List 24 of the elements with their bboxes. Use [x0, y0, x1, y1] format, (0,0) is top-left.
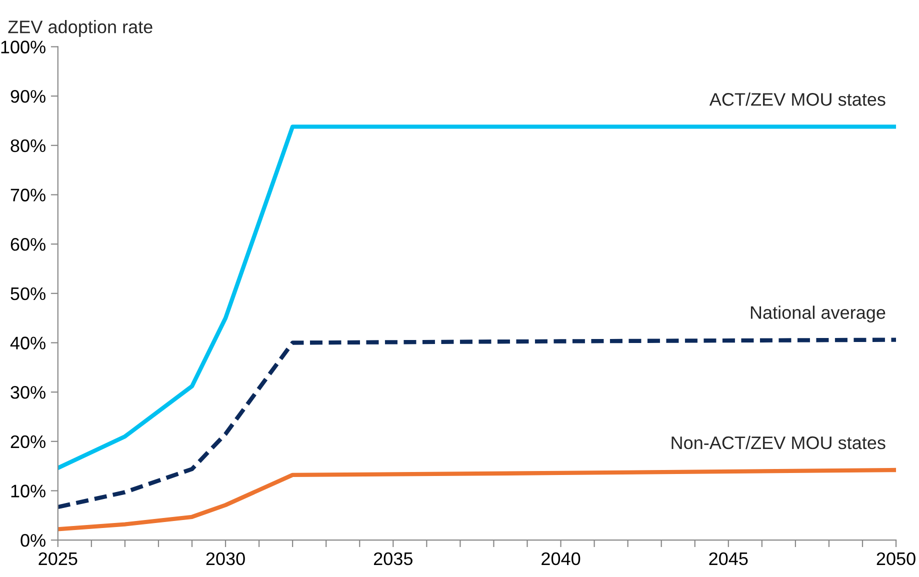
y-tick-label: 40%: [10, 336, 46, 350]
x-tick-label: 2025: [38, 552, 78, 566]
x-tick-label: 2045: [709, 552, 748, 566]
y-tick-label: 70%: [10, 188, 46, 202]
series-label: ACT/ZEV MOU states: [709, 92, 886, 106]
x-tick-label: 2040: [542, 552, 580, 566]
y-tick-label: 50%: [10, 287, 46, 300]
y-axis-title: ZEV adoption rate: [8, 20, 152, 37]
line-series: [58, 338, 896, 510]
y-tick-label: 100%: [1, 40, 46, 54]
y-tick-label: 30%: [10, 386, 46, 399]
y-tick-label: 0%: [20, 534, 46, 547]
series-label: Non-ACT/ZEV MOU states: [672, 436, 886, 450]
y-tick-label: 80%: [10, 139, 46, 152]
line-series: [58, 468, 896, 532]
y-tick-label: 90%: [10, 90, 46, 103]
series-label: National average: [750, 306, 886, 323]
y-tick-label: 20%: [10, 435, 46, 448]
x-tick-label: 2030: [206, 552, 245, 566]
y-tick-label: 10%: [11, 484, 46, 498]
line-series: [58, 124, 896, 470]
x-tick-label: 2035: [374, 552, 412, 566]
y-tick-label: 60%: [10, 238, 46, 251]
x-tick-label: 2050: [876, 552, 916, 566]
